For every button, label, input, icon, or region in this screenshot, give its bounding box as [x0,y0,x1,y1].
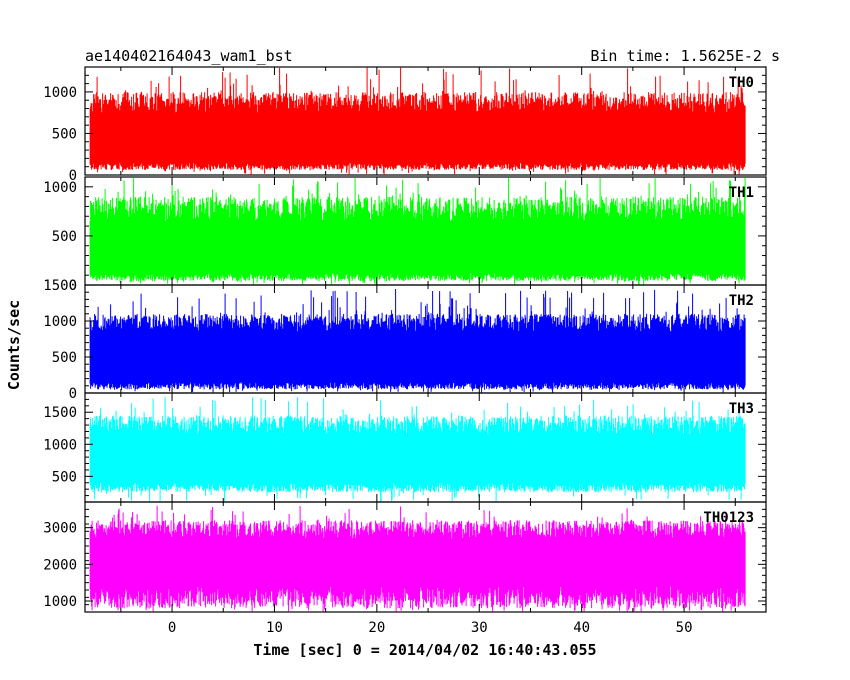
y-tick-label: 1000 [43,180,77,196]
x-axis-title: Time [sec] 0 = 2014/04/02 16:40:43.055 [253,641,596,659]
y-tick-label: 500 [52,126,77,142]
bin-time-label: Bin time: 1.5625E-2 s [590,47,780,65]
y-axis-title: Counts/sec [5,300,23,390]
y-tick-label: 1500 [43,405,77,421]
x-tick-label: 10 [266,620,283,636]
x-tick-label: 30 [471,620,488,636]
y-tick-label: 1000 [43,594,77,610]
panel-th2: 0 500 1000 1500 TH2 [43,278,767,402]
series-th0123-core [90,546,746,587]
x-tick-label: 50 [676,620,693,636]
y-tick-label: 1500 [43,278,77,294]
panel-frame [84,501,767,613]
y-tick-label: 3000 [43,521,77,537]
y-tick-label: 0 [69,386,77,402]
panel-th1: 0 500 1000 TH1 [43,176,767,294]
chart-title: ae140402164043_wam1_bst [85,47,293,65]
y-tick-label: 2000 [43,557,77,573]
series-label-th2: TH2 [729,293,754,309]
y-tick-label: 0 [69,278,77,294]
y-tick-label: 1000 [43,85,77,101]
y-tick-label: 1000 [43,437,77,453]
series-th2-core [90,336,746,383]
panel-th0123: 1000 2000 3000 TH0123 [43,501,767,613]
x-tick-label: 20 [368,620,385,636]
y-tick-label: 0 [69,168,77,184]
series-label-th3: TH3 [729,401,754,417]
series-label-th0: TH0 [729,75,754,91]
panel-frame [84,66,767,176]
series-label-th0123: TH0123 [703,510,754,526]
y-tick-label: 500 [52,229,77,245]
series-label-th1: TH1 [729,185,754,201]
x-tick-label: 40 [573,620,590,636]
series-th3-core [90,440,746,483]
x-tick-label: 0 [168,620,176,636]
y-tick-label: 1000 [43,314,77,330]
y-tick-label: 500 [52,350,77,366]
series-th0-core [90,117,746,163]
series-th1-core [90,226,746,274]
y-tick-label: 500 [52,469,77,485]
panel-th0: 0 500 1000 TH0 [43,66,767,184]
panel-th3: 500 1000 1500 TH3 [43,392,767,503]
